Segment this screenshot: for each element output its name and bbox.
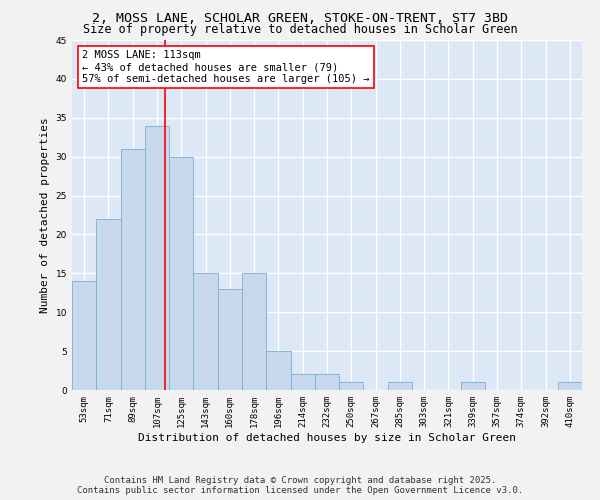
X-axis label: Distribution of detached houses by size in Scholar Green: Distribution of detached houses by size … <box>138 432 516 442</box>
Y-axis label: Number of detached properties: Number of detached properties <box>40 117 50 313</box>
Text: Contains HM Land Registry data © Crown copyright and database right 2025.
Contai: Contains HM Land Registry data © Crown c… <box>77 476 523 495</box>
Text: Size of property relative to detached houses in Scholar Green: Size of property relative to detached ho… <box>83 22 517 36</box>
Bar <box>169 156 193 390</box>
Bar <box>193 274 218 390</box>
Bar <box>461 382 485 390</box>
Bar <box>145 126 169 390</box>
Bar <box>121 149 145 390</box>
Bar <box>388 382 412 390</box>
Bar <box>290 374 315 390</box>
Bar <box>218 289 242 390</box>
Bar <box>266 351 290 390</box>
Bar <box>96 219 121 390</box>
Bar <box>72 281 96 390</box>
Bar <box>315 374 339 390</box>
Text: 2, MOSS LANE, SCHOLAR GREEN, STOKE-ON-TRENT, ST7 3BD: 2, MOSS LANE, SCHOLAR GREEN, STOKE-ON-TR… <box>92 12 508 26</box>
Bar <box>339 382 364 390</box>
Text: 2 MOSS LANE: 113sqm
← 43% of detached houses are smaller (79)
57% of semi-detach: 2 MOSS LANE: 113sqm ← 43% of detached ho… <box>82 50 370 84</box>
Bar <box>558 382 582 390</box>
Bar <box>242 274 266 390</box>
